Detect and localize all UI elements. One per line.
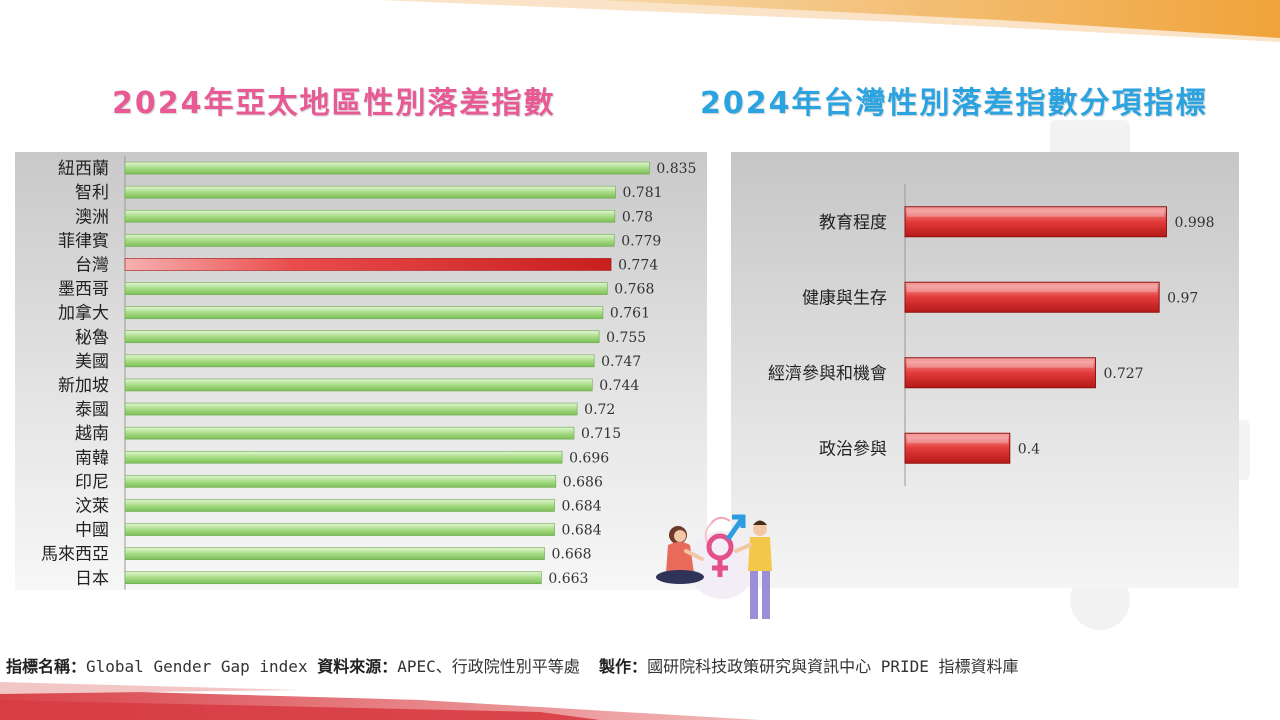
bar: [124, 161, 650, 175]
taiwan-subindex-chart-panel: 教育程度 0.998 健康與生存 0.97 經濟參與和機會 0.727 政治參與 0.4: [731, 152, 1239, 588]
category-label: 紐西蘭: [58, 159, 109, 179]
bar-highlight-sheen: [907, 285, 1158, 293]
bar: [124, 378, 593, 392]
value-label: 0.761: [610, 306, 650, 322]
value-label: 0.663: [548, 571, 588, 587]
bar: [124, 426, 575, 440]
value-label: 0.715: [581, 426, 621, 442]
category-label: 政治參與: [819, 439, 887, 459]
bar: [904, 206, 1167, 238]
bar: [124, 571, 542, 585]
source-label: 資料來源：: [317, 657, 398, 676]
category-label: 教育程度: [819, 213, 887, 233]
category-label: 汶萊: [75, 496, 109, 516]
category-label: 台灣: [75, 255, 109, 275]
value-label: 0.78: [622, 209, 653, 225]
bar: [124, 306, 604, 319]
bar: [904, 432, 1011, 464]
taiwan-subindex-bar-chart: 教育程度 0.998 健康與生存 0.97 經濟參與和機會 0.727 政治參與 0.4: [768, 184, 1215, 486]
value-label: 0.684: [562, 498, 602, 514]
value-label: 0.686: [563, 474, 603, 490]
bar-highlight-sheen: [907, 360, 1094, 368]
indicator-label: 指標名稱：: [6, 657, 87, 676]
category-label: 澳洲: [75, 207, 109, 227]
value-label: 0.668: [552, 547, 592, 563]
category-label: 美國: [75, 352, 109, 372]
category-label: 越南: [75, 424, 109, 444]
bar: [124, 234, 615, 247]
category-label: 南韓: [75, 448, 109, 468]
category-label: 日本: [75, 569, 109, 589]
value-label: 0.744: [599, 378, 639, 394]
bar: [904, 281, 1160, 313]
bar-highlight-sheen: [907, 209, 1165, 217]
bar-highlight-sheen: [907, 436, 1008, 444]
value-label: 0.835: [656, 161, 696, 177]
bar: [124, 209, 616, 223]
right-chart-title: 2024年台灣性別落差指數分項指標: [700, 86, 1208, 121]
value-label: 0.755: [606, 330, 646, 346]
footer-source-line: 指標名稱：Global Gender Gap index 資料來源：APEC、行…: [6, 653, 1019, 677]
value-label: 0.998: [1174, 215, 1214, 231]
value-label: 0.781: [622, 185, 662, 201]
category-label: 泰國: [75, 400, 109, 420]
category-label: 新加坡: [58, 376, 109, 396]
value-label: 0.779: [621, 233, 661, 249]
asia-pacific-chart-panel: 紐西蘭 0.835 智利 0.781 澳洲 0.78 菲律賓 0.779 台灣 0.774 墨西哥 0…: [15, 152, 707, 590]
bar: [124, 185, 616, 199]
bar: [124, 330, 600, 344]
category-label: 印尼: [75, 472, 109, 492]
value-label: 0.774: [618, 257, 658, 273]
category-label: 加拿大: [58, 303, 109, 324]
bar: [124, 475, 557, 488]
value-label: 0.684: [562, 523, 602, 539]
bar: [124, 523, 555, 536]
category-label: 智利: [75, 183, 109, 203]
bar: [124, 282, 608, 295]
value-label: 0.4: [1018, 441, 1040, 457]
bar-highlight: [124, 258, 612, 271]
bar: [124, 547, 545, 560]
producer-value: 國研院科技政策研究與資訊中心 PRIDE 指標資料庫: [647, 657, 1019, 676]
bar: [124, 499, 555, 512]
indicator-value: Global Gender Gap index: [86, 657, 308, 676]
value-label: 0.696: [569, 450, 609, 466]
source-value: APEC、行政院性別平等處: [397, 657, 580, 676]
category-label: 墨西哥: [58, 280, 109, 300]
value-label: 0.768: [614, 282, 654, 298]
category-label: 秘魯: [75, 328, 109, 348]
producer-label: 製作：: [599, 657, 648, 676]
bar: [904, 357, 1096, 389]
value-label: 0.727: [1103, 366, 1143, 382]
category-label: 菲律賓: [58, 231, 109, 251]
bar: [124, 450, 563, 464]
category-label: 中國: [75, 521, 109, 541]
value-label: 0.97: [1167, 290, 1198, 306]
asia-pacific-bar-chart: 紐西蘭 0.835 智利 0.781 澳洲 0.78 菲律賓 0.779 台灣 0.774 墨西哥 0…: [41, 156, 696, 590]
value-label: 0.747: [601, 354, 641, 370]
bar: [124, 402, 578, 416]
bar: [124, 354, 595, 368]
left-chart-title: 2024年亞太地區性別落差指數: [112, 86, 556, 121]
category-label: 馬來西亞: [41, 545, 109, 565]
value-label: 0.72: [584, 402, 615, 418]
category-label: 經濟參與和機會: [768, 364, 887, 384]
category-label: 健康與生存: [802, 288, 887, 308]
gender-equality-illustration: [656, 514, 772, 619]
